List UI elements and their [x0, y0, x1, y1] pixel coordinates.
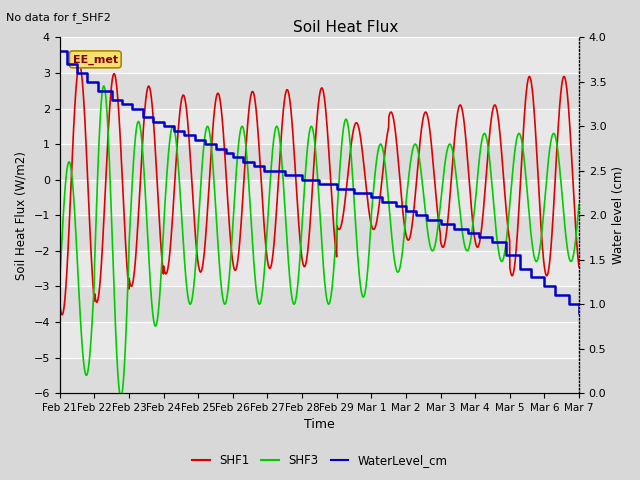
Legend: SHF1, SHF3, WaterLevel_cm: SHF1, SHF3, WaterLevel_cm	[188, 449, 452, 472]
Text: EE_met: EE_met	[73, 54, 118, 64]
Bar	[60, 144, 579, 180]
Bar	[60, 108, 579, 144]
Y-axis label: Soil Heat Flux (W/m2): Soil Heat Flux (W/m2)	[15, 151, 28, 280]
Text: No data for f_SHF2: No data for f_SHF2	[6, 12, 111, 23]
Title: Soil Heat Flux: Soil Heat Flux	[292, 20, 398, 35]
Bar	[60, 251, 579, 287]
X-axis label: Time: Time	[304, 419, 335, 432]
Bar	[60, 287, 579, 322]
Bar	[60, 322, 579, 358]
Bar	[60, 215, 579, 251]
Bar	[60, 37, 579, 73]
Bar	[60, 73, 579, 108]
Bar	[60, 180, 579, 215]
Bar	[60, 358, 579, 393]
Y-axis label: Water level (cm): Water level (cm)	[612, 166, 625, 264]
